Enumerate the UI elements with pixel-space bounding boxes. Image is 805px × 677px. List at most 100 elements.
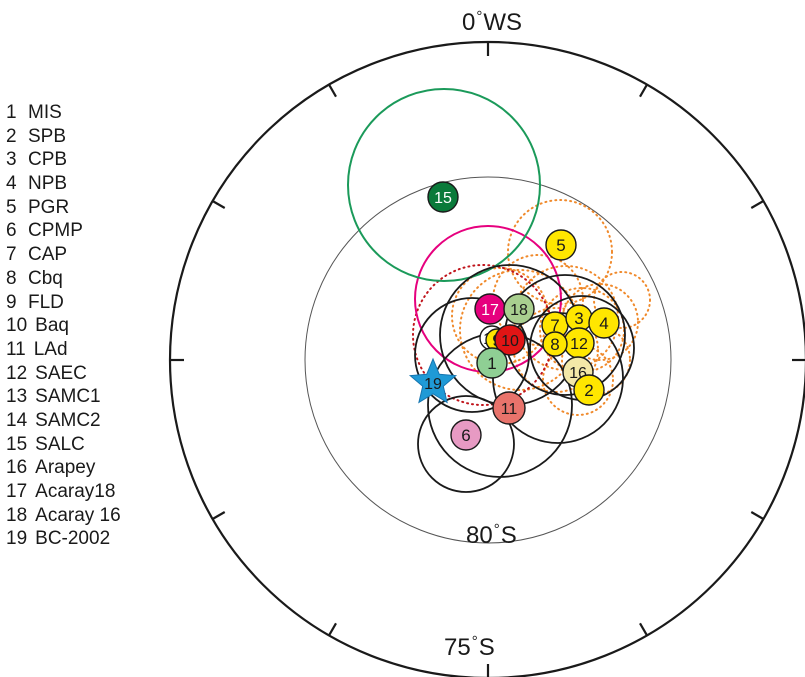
label-80-value: 80 — [466, 522, 493, 549]
legend-item: 8 Cbq — [6, 267, 206, 291]
tick-mark — [639, 84, 648, 98]
degree-symbol: ° — [476, 8, 483, 25]
legend-label: PGR — [28, 196, 70, 218]
label-80-suffix: S — [500, 522, 517, 549]
degree-symbol: ° — [471, 633, 478, 650]
legend-number: 8 — [6, 267, 17, 289]
legend-label: LAd — [33, 338, 68, 360]
label-75-suffix: S — [478, 634, 495, 661]
star-marker-icon — [408, 357, 458, 404]
tick-mark — [750, 511, 764, 520]
pole-label: 12 — [570, 336, 588, 353]
label-75-value: 75 — [444, 634, 471, 661]
pole-marker — [503, 293, 535, 325]
legend-item: 5 PGR — [6, 196, 206, 220]
legend-number: 3 — [6, 149, 17, 171]
pole-label: 1 — [487, 354, 496, 373]
pole-label: 2 — [584, 381, 593, 400]
legend-number: 19 — [6, 528, 28, 550]
legend-number: 14 — [6, 409, 28, 431]
legend-label: Acaray18 — [35, 481, 116, 502]
legend-item: 16 Arapey — [6, 456, 206, 480]
label-75-s: 75°S — [444, 633, 495, 662]
legend-item: 13 SAMC1 — [6, 385, 206, 409]
legend-item: 12 SAEC — [6, 362, 206, 386]
legend-label: SAMC2 — [35, 409, 101, 431]
tick-mark — [639, 622, 648, 636]
pole-label: 7 — [550, 316, 559, 335]
pole-label: 19 — [424, 376, 442, 393]
tick-mark — [212, 511, 226, 520]
confidence-circle — [593, 271, 651, 329]
legend-number: 13 — [6, 386, 28, 408]
pole-marker — [545, 229, 577, 261]
inner-circle-80s — [304, 176, 672, 544]
legend-number: 6 — [6, 220, 17, 242]
legend-label: BC-2002 — [35, 528, 111, 550]
pole-17: 17 — [474, 293, 506, 325]
legend-number: 11 — [6, 338, 26, 360]
legend-label: CPB — [28, 149, 68, 171]
legend-item: 3 CPB — [6, 148, 206, 172]
tick-marks — [170, 42, 805, 677]
legend-item: 19 BC-2002 — [6, 527, 206, 551]
poles: 155171873412814910116211619 — [408, 181, 620, 451]
legend-label: SAMC1 — [35, 386, 101, 408]
pole-marker — [492, 391, 526, 425]
legend-label: Baq — [35, 315, 69, 337]
legend-number: 2 — [6, 125, 17, 147]
pole-6: 6 — [450, 419, 482, 451]
confidence-circle — [347, 88, 541, 282]
pole-label: 6 — [461, 426, 470, 445]
legend-number: 1 — [6, 102, 17, 123]
legend-item: 10 Baq — [6, 314, 206, 338]
legend-item: 15 SALC — [6, 433, 206, 457]
legend-item: 1 MIS — [6, 101, 206, 125]
legend-item: 14 SAMC2 — [6, 409, 206, 433]
legend: 1 MIS 2 SPB 3 CPB 4 NPB 5 PGR 6 CPMP 7 CAP 8 Cbq 9 FLD 10 B… — [6, 101, 206, 551]
legend-label: SAEC — [35, 362, 87, 384]
tick-mark — [328, 84, 337, 98]
legend-item: 2 SPB — [6, 125, 206, 149]
confidence-circle — [414, 297, 530, 413]
pole-12: 12 — [563, 327, 595, 359]
legend-label: Cbq — [28, 267, 63, 289]
legend-number: 17 — [6, 481, 28, 502]
legend-number: 5 — [6, 196, 17, 218]
pole-label: 17 — [481, 302, 499, 319]
pole-label: 3 — [574, 309, 583, 328]
legend-label: CPMP — [28, 220, 83, 242]
pole-label: 5 — [556, 236, 565, 255]
pole-marker — [588, 307, 620, 339]
pole-8: 8 — [542, 331, 568, 357]
legend-number: 16 — [6, 457, 28, 479]
tick-mark — [328, 622, 337, 636]
legend-label: Arapey — [35, 457, 96, 479]
pole-5: 5 — [545, 229, 577, 261]
pole-15: 15 — [427, 181, 459, 213]
tick-mark — [750, 200, 764, 209]
pole-label: 15 — [434, 190, 452, 207]
pole-label: 11 — [501, 401, 518, 418]
legend-item: 9 FLD — [6, 291, 206, 315]
pole-marker — [573, 374, 605, 406]
label-0-suffix: WS — [483, 9, 523, 36]
legend-number: 15 — [6, 433, 28, 455]
pole-marker — [494, 324, 526, 356]
legend-label: FLD — [28, 291, 64, 313]
legend-label: SALC — [35, 433, 85, 455]
pole-marker — [542, 331, 568, 357]
legend-item: 7 CAP — [6, 243, 206, 267]
legend-item: 17 Acaray18 — [6, 480, 206, 504]
legend-label: Acaray 16 — [35, 504, 121, 526]
legend-item: 18 Acaray 16 — [6, 504, 206, 528]
tick-mark — [212, 200, 226, 209]
degree-symbol: ° — [493, 521, 500, 538]
pole-18: 18 — [503, 293, 535, 325]
pole-marker — [476, 347, 508, 379]
pole-label: 4 — [599, 314, 608, 333]
pole-19: 19 — [408, 357, 458, 404]
pole-10: 10 — [494, 324, 526, 356]
pole-2: 2 — [573, 374, 605, 406]
